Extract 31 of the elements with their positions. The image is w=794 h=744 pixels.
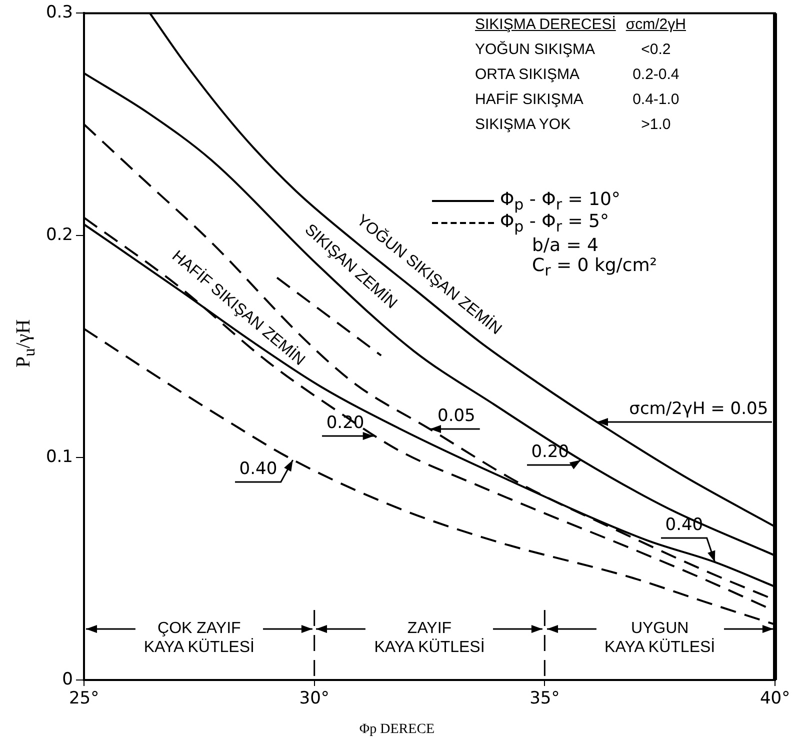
- annotation: SIKIŞMA DERECESİ: [475, 16, 616, 33]
- annotation: 0.2-0.4: [632, 66, 680, 83]
- annotation: SIKIŞMA YOK: [475, 116, 572, 133]
- annotation: 0.4-1.0: [632, 91, 680, 108]
- annotation: Φ$_{p}$ - Φ$_{r}$ = 10°: [500, 188, 620, 214]
- annotation: 0.05: [438, 406, 476, 426]
- annotation: σcm/2γH = 0.05: [629, 399, 768, 420]
- annotation: YOĞUN SIKIŞMA: [475, 41, 596, 58]
- annotation: UYGUN KAYA KÜTLESİ: [604, 618, 716, 657]
- annotation: HAFİF SIKIŞMA: [475, 91, 584, 108]
- x-tick-label: 35°: [530, 688, 560, 709]
- annotation: 0.40: [239, 458, 278, 479]
- y-tick-label: 0.1: [46, 447, 73, 468]
- annotation: ORTA SIKIŞMA: [475, 66, 580, 83]
- annotation: 0.20: [326, 412, 364, 432]
- y-tick-label: 0: [62, 669, 73, 690]
- annotation: <0.2: [640, 41, 672, 58]
- annotation: Φ$_{p}$ - Φ$_{r}$ = 5°: [500, 210, 609, 236]
- annotation: ÇOK ZAYIF KAYA KÜTLESİ: [144, 618, 254, 657]
- annotation: b/a = 4: [532, 234, 598, 256]
- annotation: C$_{r}$ = 0 kg/cm²: [532, 254, 658, 280]
- x-axis-title: Φp DERECE: [358, 722, 436, 738]
- y-tick-label: 0.2: [46, 224, 73, 245]
- annotation: σcm/2γH: [626, 16, 686, 33]
- annotation: ZAYIF KAYA KÜTLESİ: [374, 618, 485, 657]
- annotation: 0.20: [531, 442, 570, 462]
- y-tick-label: 0.3: [46, 2, 73, 23]
- x-tick-label: 25°: [68, 688, 100, 709]
- x-tick-label: 30°: [299, 688, 330, 709]
- annotation: >1.0: [640, 116, 672, 133]
- x-tick-label: 40°: [760, 688, 790, 709]
